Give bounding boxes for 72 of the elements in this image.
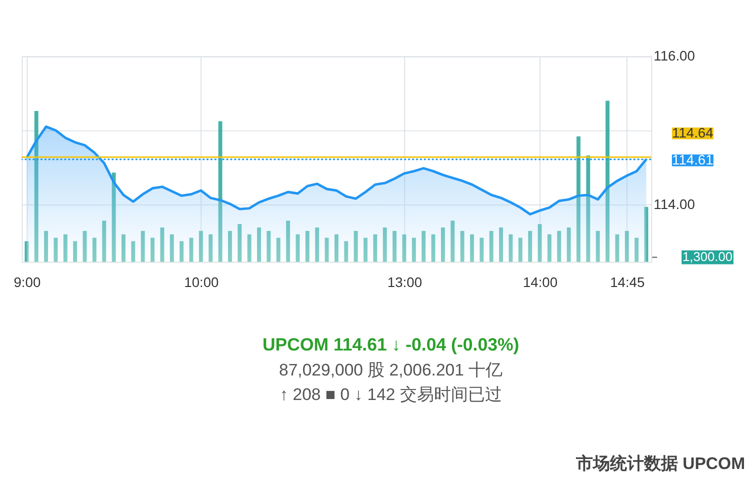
bar — [247, 234, 252, 262]
bar — [44, 230, 48, 262]
bar — [460, 230, 464, 262]
x-tick-label: 14:45 — [610, 274, 645, 290]
bar — [596, 230, 600, 262]
bar — [450, 220, 455, 262]
bar — [315, 227, 320, 262]
bar — [382, 227, 387, 262]
bar — [276, 238, 280, 262]
bar — [586, 156, 590, 262]
bar — [324, 238, 329, 262]
bar — [54, 238, 58, 262]
x-tick-label: 13:00 — [387, 274, 422, 290]
x-tick-label: 14:00 — [522, 274, 558, 290]
bar — [508, 234, 513, 262]
text: 市场统计数据 UPCOM — [574, 454, 746, 474]
bar — [218, 121, 222, 262]
bar — [373, 234, 378, 262]
bar — [131, 241, 136, 262]
y-tick-label: 116.00 — [654, 48, 696, 64]
bar — [354, 230, 358, 262]
bar — [92, 238, 96, 262]
y2-tick-label: 1,300.00 — [682, 249, 732, 264]
bar — [102, 220, 106, 262]
bar — [576, 136, 580, 262]
bar — [489, 230, 494, 262]
bar — [198, 230, 203, 262]
bar — [34, 111, 38, 262]
bar — [150, 238, 155, 262]
bar — [566, 227, 571, 262]
bar — [412, 238, 416, 262]
bar — [170, 234, 174, 262]
ref-line-label: 114.61 — [672, 151, 714, 168]
bar — [364, 238, 368, 262]
ref-line-label: 114.64 — [672, 124, 714, 140]
bar — [518, 238, 522, 262]
bar — [257, 227, 261, 262]
bar — [24, 241, 29, 262]
bar — [208, 234, 213, 262]
bar — [180, 241, 184, 262]
bar — [499, 227, 504, 262]
bar — [238, 224, 242, 262]
bar — [624, 230, 629, 262]
bar — [557, 230, 562, 262]
bar — [480, 238, 484, 262]
bar — [392, 230, 397, 262]
x-tick-label: 10:00 — [184, 274, 220, 290]
text: 87,029,000 股 2,006.201 十亿 — [278, 360, 503, 380]
bar — [422, 230, 426, 262]
text: ↑ 208 ■ 0 ↓ 142 交易时间已过 — [280, 385, 502, 404]
bar — [615, 234, 620, 262]
bar — [305, 230, 310, 262]
bar — [334, 234, 338, 262]
bar — [634, 238, 639, 262]
bar — [440, 227, 445, 262]
bar — [63, 234, 68, 262]
bar — [73, 241, 78, 262]
bar — [606, 100, 610, 262]
bar — [160, 227, 164, 262]
bar — [344, 241, 348, 262]
bar — [286, 220, 290, 262]
bar — [112, 172, 116, 262]
bar — [470, 234, 474, 262]
bar — [140, 230, 145, 262]
x-tick-label: 9:00 — [14, 274, 41, 290]
bar — [547, 234, 552, 262]
text: UPCOM 114.61 ↓ -0.04 (-0.03%) — [262, 334, 520, 355]
y-tick-label: 114.00 — [654, 196, 696, 212]
bar — [228, 230, 232, 262]
bar — [266, 230, 271, 262]
bar — [528, 230, 532, 262]
bar — [122, 234, 126, 262]
